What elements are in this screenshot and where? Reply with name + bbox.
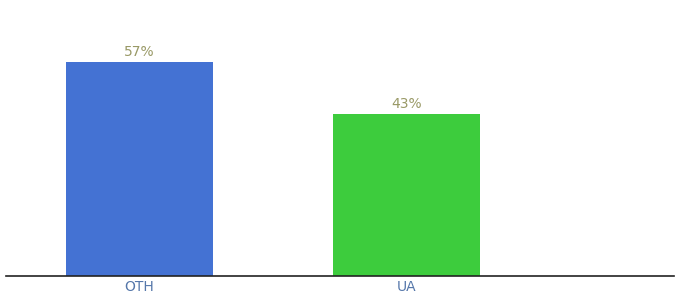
Bar: [66, 62, 213, 276]
Text: 43%: 43%: [392, 97, 422, 111]
Bar: [333, 114, 481, 276]
Text: 57%: 57%: [124, 45, 154, 59]
